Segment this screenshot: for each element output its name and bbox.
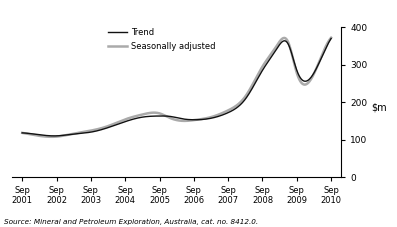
Text: Source: Mineral and Petroleum Exploration, Australia, cat. no. 8412.0.: Source: Mineral and Petroleum Exploratio…: [4, 219, 258, 225]
Legend: Trend, Seasonally adjusted: Trend, Seasonally adjusted: [108, 28, 215, 51]
Y-axis label: $m: $m: [371, 102, 387, 112]
